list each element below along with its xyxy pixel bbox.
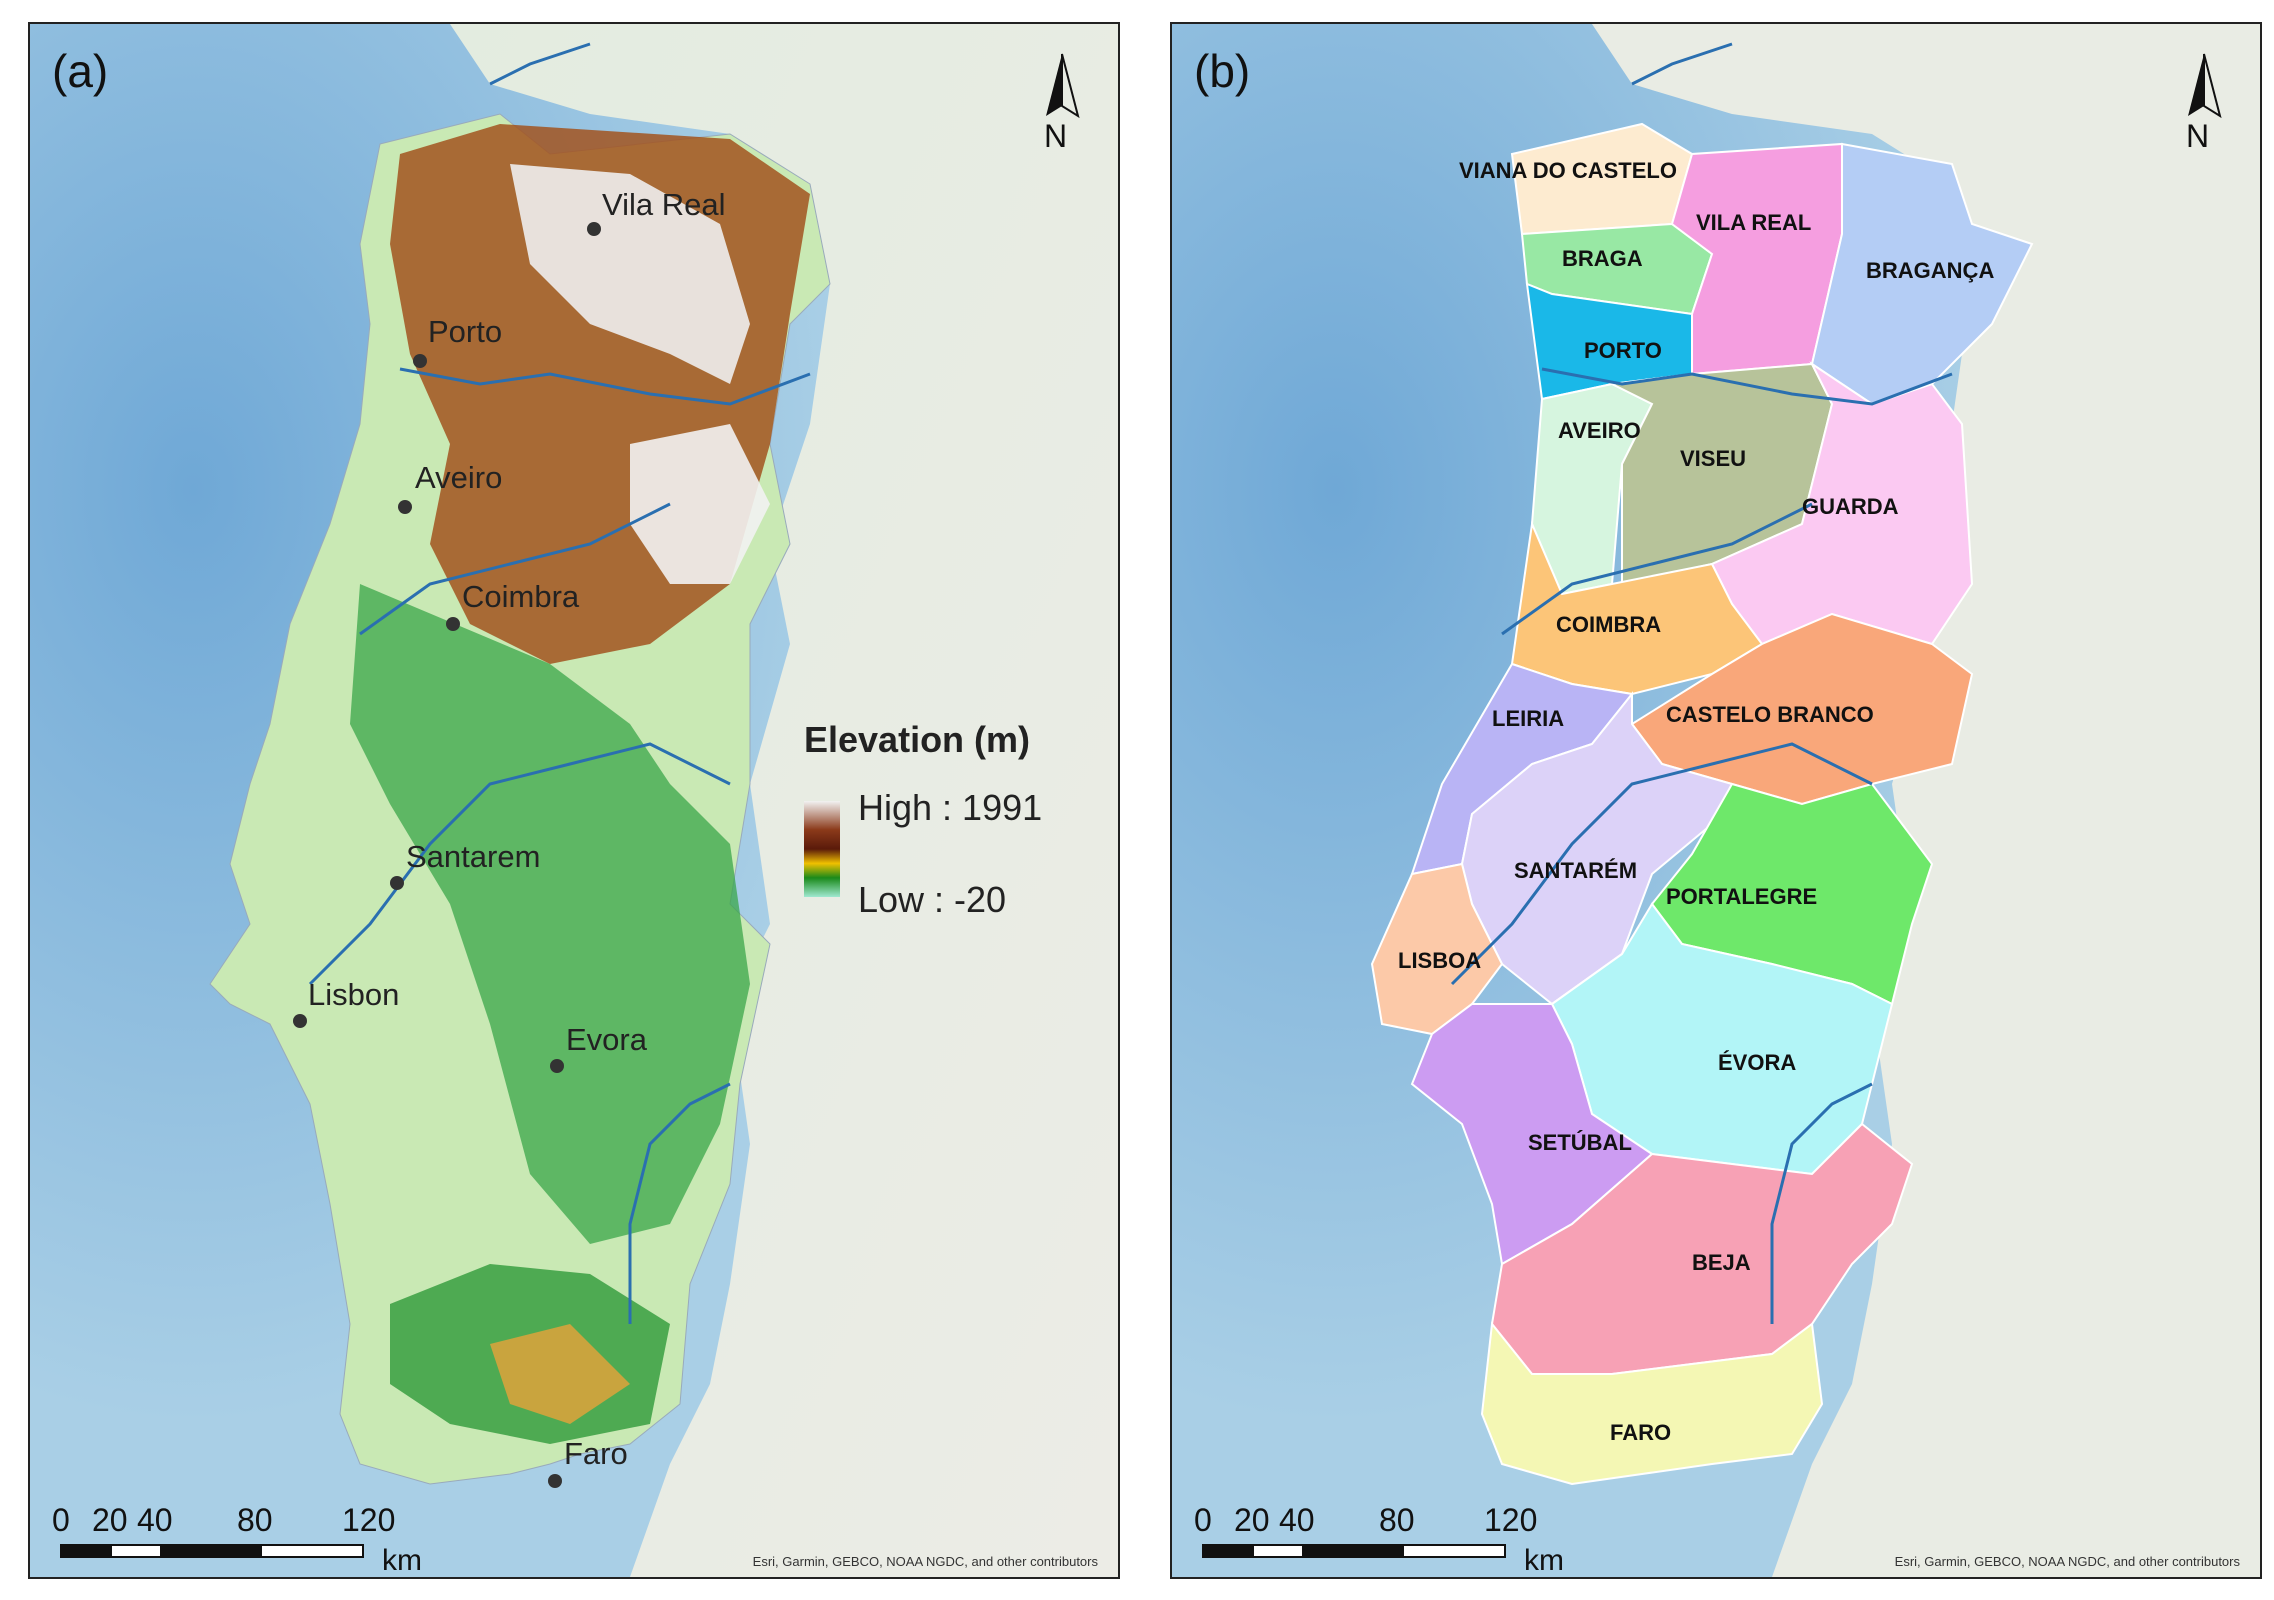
city-dot <box>390 876 404 890</box>
city-dot <box>293 1014 307 1028</box>
river-mondego <box>1501 502 1813 636</box>
scale-bar: 0 20 40 80 120 km <box>1194 1502 1654 1577</box>
districts-map-panel: (b) N VIANA DO CASTELO BRAGA VILA REAL B… <box>1170 22 2262 1579</box>
scale-segment <box>1252 1544 1306 1558</box>
city-label: Evora <box>566 1022 647 1057</box>
north-arrow: N <box>1032 52 1092 154</box>
city-dot <box>446 617 460 631</box>
city-dot <box>587 222 601 236</box>
north-arrow-icon <box>1046 53 1080 119</box>
district-braganca <box>1810 142 2034 406</box>
river-minho <box>489 42 591 86</box>
river-minho <box>1631 42 1733 86</box>
elevation-map <box>30 24 1118 1577</box>
north-label: N <box>1044 118 1068 154</box>
scale-unit: km <box>1524 1544 1564 1577</box>
city-dot <box>550 1059 564 1073</box>
scale-tick: 20 <box>1234 1502 1270 1538</box>
district-label: SANTARÉM <box>1514 858 1638 883</box>
district-label: VIANA DO CASTELO <box>1459 158 1677 183</box>
district-label: AVEIRO <box>1558 418 1641 443</box>
scale-segment <box>1202 1544 1256 1558</box>
scale-segment <box>160 1544 264 1558</box>
scale-segment <box>1302 1544 1406 1558</box>
city-label: Vila Real <box>602 187 726 222</box>
elevation-color-ramp <box>804 801 840 897</box>
district-label: VILA REAL <box>1696 210 1812 235</box>
north-arrow: N <box>2174 52 2234 154</box>
panel-label: (a) <box>52 45 109 97</box>
panel-label: (b) <box>1194 45 1251 97</box>
central-green <box>350 584 750 1244</box>
city-label: Coimbra <box>462 579 580 614</box>
scale-unit: km <box>382 1544 422 1577</box>
scale-segment <box>1402 1544 1506 1558</box>
scale-tick: 40 <box>137 1502 173 1538</box>
river-douro <box>399 367 811 406</box>
scale-segment <box>110 1544 164 1558</box>
north-peaks <box>510 164 750 384</box>
city-label: Lisbon <box>308 977 400 1012</box>
north-arrow-icon <box>2188 53 2222 119</box>
city-label: Santarem <box>406 839 541 874</box>
scale-tick: 40 <box>1279 1502 1315 1538</box>
river-douro <box>1541 367 1953 406</box>
orange-ridge <box>490 1324 630 1424</box>
city-label: Porto <box>428 314 503 349</box>
legend-title: Elevation (m) <box>804 719 1031 760</box>
district-label: VISEU <box>1680 446 1747 471</box>
river-guadiana <box>1770 1082 1873 1324</box>
district-label: LISBOA <box>1398 948 1482 973</box>
district-label: BRAGA <box>1562 246 1643 271</box>
scale-tick: 0 <box>52 1502 70 1538</box>
district-label: PORTO <box>1584 338 1662 363</box>
district-label: BEJA <box>1692 1250 1751 1275</box>
district-label: ÉVORA <box>1718 1050 1797 1075</box>
districts-map <box>1172 24 2260 1577</box>
district-label: BRAGANÇA <box>1866 258 1995 283</box>
city-dot <box>413 354 427 368</box>
district-label: LEIRIA <box>1492 706 1565 731</box>
spain-landmass <box>1592 24 2260 1577</box>
legend-high-label: High : 1991 <box>858 787 1043 828</box>
district-label: SETÚBAL <box>1528 1130 1632 1155</box>
elevation-legend: Elevation (m) High : 1991 Low : -20 <box>792 719 1102 969</box>
district-label: GUARDA <box>1802 494 1899 519</box>
map-attribution: Esri, Garmin, GEBCO, NOAA NGDC, and othe… <box>752 1554 1098 1569</box>
scale-tick: 20 <box>92 1502 128 1538</box>
scale-tick: 120 <box>1484 1502 1538 1538</box>
district-faro <box>1480 1321 1824 1486</box>
central-peaks <box>630 424 770 584</box>
river-tagus <box>308 742 731 986</box>
scale-tick: 0 <box>1194 1502 1212 1538</box>
city-dot <box>398 500 412 514</box>
scale-bar: 0 20 40 80 120 km <box>52 1502 512 1577</box>
district-label: COIMBRA <box>1556 612 1662 637</box>
city-dot <box>548 1474 562 1488</box>
district-label: CASTELO BRANCO <box>1666 702 1874 727</box>
river-mondego <box>359 502 671 636</box>
north-label: N <box>2186 118 2210 154</box>
scale-tick: 120 <box>342 1502 396 1538</box>
district-label: PORTALEGRE <box>1666 884 1818 909</box>
map-attribution: Esri, Garmin, GEBCO, NOAA NGDC, and othe… <box>1894 1554 2240 1569</box>
legend-low-label: Low : -20 <box>858 879 1007 920</box>
district-label: FARO <box>1610 1420 1672 1445</box>
scale-tick: 80 <box>1379 1502 1415 1538</box>
scale-segment <box>260 1544 364 1558</box>
river-guadiana <box>628 1082 731 1324</box>
scale-segment <box>60 1544 114 1558</box>
spain-landmass <box>450 24 1118 1577</box>
city-label: Faro <box>564 1436 628 1471</box>
river-tagus <box>1450 742 1873 986</box>
city-label: Aveiro <box>415 460 503 495</box>
scale-tick: 80 <box>237 1502 273 1538</box>
elevation-map-panel: (a) N Vila Real Porto Aveiro Coimbra San… <box>28 22 1120 1579</box>
